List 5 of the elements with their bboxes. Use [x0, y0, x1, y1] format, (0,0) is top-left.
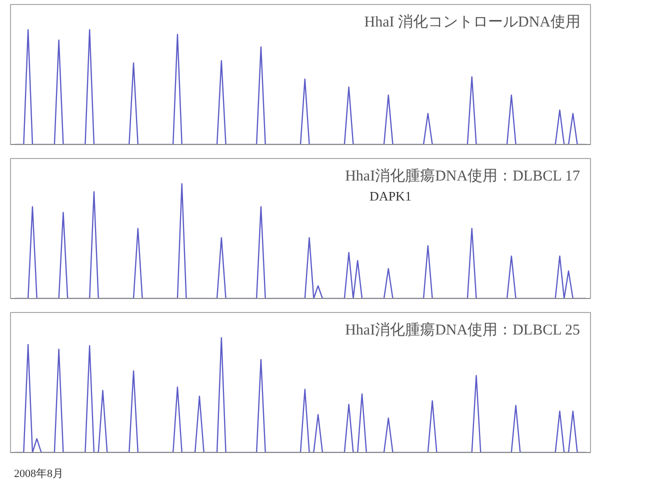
chart-title: HhaI消化腫瘍DNA使用：DLBCL 17: [345, 168, 580, 184]
text: 2008年8月: [14, 467, 64, 482]
chart-title: HhaI 消化コントロールDNA使用: [364, 14, 580, 30]
annotation: DAPK1: [370, 188, 412, 204]
chart-title: HhaI消化腫瘍DNA使用：DLBCL 25: [345, 322, 580, 338]
